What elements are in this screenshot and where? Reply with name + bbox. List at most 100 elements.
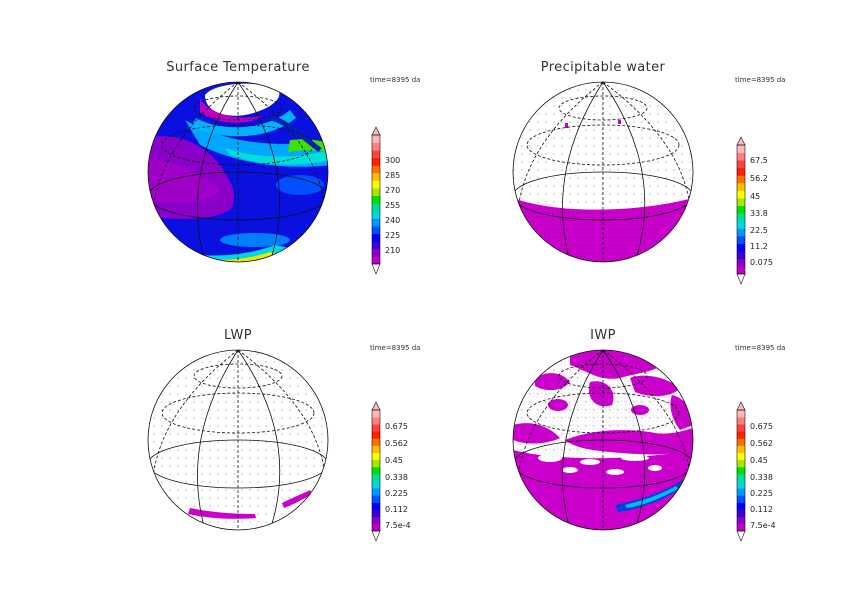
- colorbar-swatch: [372, 438, 380, 446]
- colorbar-swatch: [372, 180, 380, 189]
- tick-label: 0.338: [385, 473, 408, 482]
- colorbar-swatch: [737, 502, 745, 510]
- tick-label: 300: [385, 156, 400, 165]
- panel-title: IWP: [590, 328, 616, 343]
- colorbar-swatch: [737, 474, 745, 482]
- tick-label: 7.5e-4: [750, 521, 776, 530]
- time-label: time=8395 da: [735, 76, 785, 84]
- panel-title: Precipitable water: [541, 60, 666, 75]
- colorbar: 0.675 0.562 0.45 0.338 0.225 0.112 7.5e-…: [371, 401, 411, 542]
- colorbar-swatch: [737, 213, 745, 222]
- colorbar-swatch: [372, 509, 380, 518]
- colorbar-swatch: [372, 165, 380, 174]
- colorbar-swatch: [372, 459, 380, 468]
- globe-surface-temperature: [147, 81, 329, 263]
- colorbar-swatch: [737, 190, 745, 199]
- colorbar-swatch: [737, 410, 745, 418]
- time-label: time=8395 da: [735, 344, 785, 352]
- colorbar-swatch: [372, 417, 380, 425]
- colorbar-swatch: [372, 210, 380, 219]
- colorbar-swatch: [737, 236, 745, 244]
- tick-label: 0.562: [750, 439, 773, 448]
- colorbar-swatch: [372, 452, 380, 461]
- panel-precipitable-water: Precipitable water time=8395 da: [512, 60, 785, 285]
- colorbar-swatch: [372, 502, 380, 510]
- colorbar-swatch: [372, 150, 380, 159]
- tick-label: 56.2: [750, 174, 768, 183]
- colorbar-swatch: [737, 481, 745, 489]
- colorbar-swatch: [737, 175, 745, 184]
- panel-title: LWP: [224, 328, 252, 343]
- colorbar-swatch: [737, 182, 745, 191]
- colorbar-swatch: [737, 417, 745, 425]
- tick-label: 255: [385, 201, 400, 210]
- colorbar-swatch: [372, 466, 380, 475]
- colorbar-swatch: [372, 172, 380, 181]
- tick-label: 7.5e-4: [385, 521, 411, 530]
- colorbar-swatch: [737, 466, 745, 475]
- colorbar: 67.5 56.2 45 33.8 22.5 11.2 0.075: [736, 136, 773, 285]
- colorbar-swatch: [737, 445, 745, 454]
- colorbar-swatch: [372, 142, 380, 151]
- colorbar-tick-labels: 300 285 270 255 240 225 210: [385, 156, 400, 255]
- colorbar-swatch: [737, 205, 745, 214]
- colorbar-swatch: [372, 226, 380, 234]
- tick-label: 33.8: [750, 209, 768, 218]
- globe-iwp: [512, 349, 694, 531]
- tick-label: 0.338: [750, 473, 773, 482]
- globe-precipitable-water: [512, 81, 694, 263]
- colorbar-swatch: [737, 488, 745, 496]
- tick-label: 22.5: [750, 226, 768, 235]
- colorbar-swatch: [372, 203, 380, 212]
- colorbar-swatch: [372, 241, 380, 250]
- tick-label: 45: [750, 192, 760, 201]
- tick-label: 11.2: [750, 242, 768, 251]
- colorbar-swatch: [737, 167, 745, 176]
- time-label: time=8395 da: [370, 344, 420, 352]
- panel-iwp: IWP time=8395 da: [512, 328, 785, 542]
- tick-label: 0.075: [750, 258, 773, 267]
- colorbar-swatch: [737, 243, 745, 252]
- colorbar-swatch: [737, 266, 745, 275]
- panel-lwp: LWP time=8395 da: [147, 328, 420, 542]
- colorbar: 0.675 0.562 0.45 0.338 0.225 0.112 7.5e-…: [736, 401, 776, 542]
- colorbar-swatch: [372, 488, 380, 496]
- time-label: time=8395 da: [370, 76, 420, 84]
- colorbar-tick-labels: 67.5 56.2 45 33.8 22.5 11.2 0.075: [750, 156, 773, 267]
- colorbar-tick-labels: 0.675 0.562 0.45 0.338 0.225 0.112 7.5e-…: [385, 422, 411, 530]
- colorbar-swatches: [737, 145, 745, 275]
- colorbar-swatch: [737, 523, 745, 532]
- tick-label: 225: [385, 231, 400, 240]
- colorbar-swatch: [372, 516, 380, 525]
- tick-label: 240: [385, 216, 400, 225]
- colorbar-swatch: [372, 233, 380, 242]
- colorbar-swatch: [737, 516, 745, 525]
- tick-label: 0.225: [750, 489, 773, 498]
- colorbar: 300 285 270 255 240 225 210: [371, 126, 400, 275]
- tick-label: 0.112: [750, 505, 773, 514]
- colorbar-swatch: [372, 445, 380, 454]
- colorbar-swatch: [737, 438, 745, 446]
- colorbar-swatches: [372, 135, 380, 265]
- colorbar-swatch: [737, 145, 745, 153]
- colorbar-swatch: [737, 258, 745, 267]
- colorbar-swatch: [372, 195, 380, 204]
- colorbar-swatch: [372, 135, 380, 143]
- tick-label: 0.225: [385, 489, 408, 498]
- colorbar-swatch: [737, 431, 745, 439]
- tick-label: 0.112: [385, 505, 408, 514]
- tick-label: 270: [385, 186, 400, 195]
- colorbar-swatches: [372, 410, 380, 532]
- tick-label: 0.562: [385, 439, 408, 448]
- colorbar-swatch: [737, 160, 745, 169]
- colorbar-swatch: [737, 220, 745, 229]
- colorbar-swatch: [737, 509, 745, 518]
- colorbar-swatch: [372, 256, 380, 265]
- colorbar-swatch: [372, 495, 380, 503]
- colorbar-swatch: [737, 251, 745, 260]
- colorbar-swatch: [372, 188, 380, 197]
- colorbar-swatch: [737, 424, 745, 432]
- tick-label: 0.45: [750, 456, 768, 465]
- tick-label: 210: [385, 246, 400, 255]
